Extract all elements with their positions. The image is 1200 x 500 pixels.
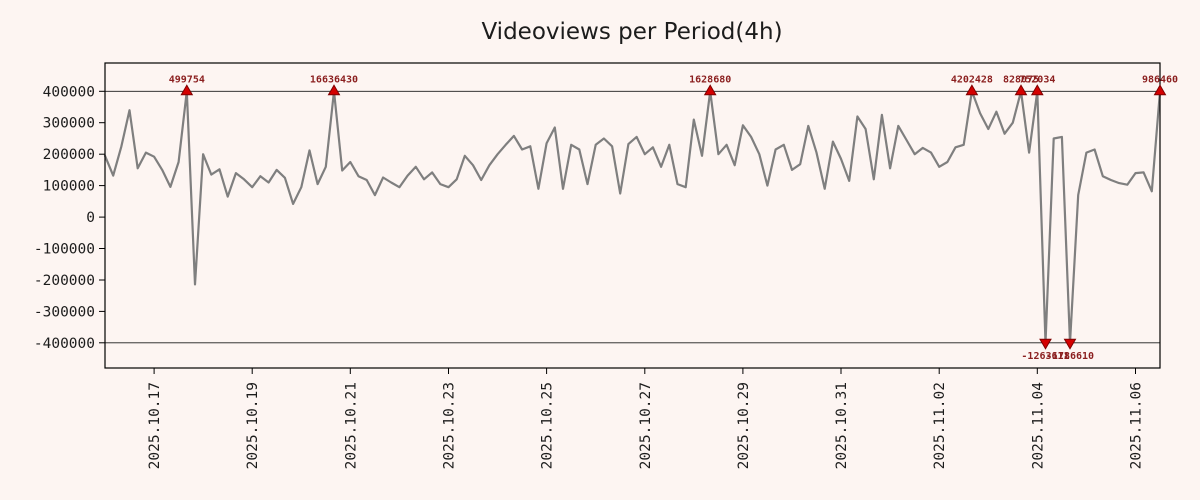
x-tick-label: 2025.10.17 <box>147 382 163 469</box>
x-tick-label: 2025.11.06 <box>1129 382 1145 469</box>
y-tick-label: -300000 <box>34 304 95 320</box>
x-tick-label: 2025.11.04 <box>1030 382 1046 470</box>
y-tick-label: -100000 <box>34 242 95 258</box>
spike-value-label: -1786610 <box>1046 351 1094 362</box>
spike-marker-up <box>327 84 341 96</box>
spike-value-label: -1263611 <box>1021 351 1069 362</box>
x-tick-label: 2025.10.23 <box>442 382 458 469</box>
x-tick-label: 2025.10.21 <box>343 382 359 469</box>
y-tick-label: -200000 <box>34 273 95 289</box>
spike-value-label: 499754 <box>169 74 205 85</box>
spike-value-label: 752034 <box>1019 74 1055 85</box>
spike-value-label: 986460 <box>1142 74 1178 85</box>
y-tick-label: 300000 <box>43 116 95 132</box>
spike-value-label: 4202428 <box>951 74 993 85</box>
x-tick-label: 2025.10.31 <box>834 382 850 469</box>
spike-marker-up <box>180 84 194 96</box>
x-tick-label: 2025.11.02 <box>932 382 948 469</box>
x-tick-label: 2025.10.27 <box>638 382 654 469</box>
spike-marker-down <box>1063 338 1077 350</box>
y-tick-label: 400000 <box>43 84 95 100</box>
y-tick-label: 0 <box>86 210 95 226</box>
y-tick-label: 200000 <box>43 147 95 163</box>
x-tick-label: 2025.10.29 <box>736 382 752 469</box>
spike-value-label: 16636430 <box>310 74 358 85</box>
spike-marker-up <box>965 84 979 96</box>
plot-frame <box>104 62 1161 369</box>
chart-title: Videoviews per Period(4h) <box>481 19 782 45</box>
spike-marker-up <box>703 84 717 96</box>
y-tick-label: 100000 <box>43 179 95 195</box>
spike-marker-up <box>1030 84 1044 96</box>
series-line <box>103 90 1162 344</box>
spike-marker-up <box>1153 84 1167 96</box>
x-tick-label: 2025.10.19 <box>245 382 261 469</box>
spike-value-label: 1628680 <box>689 74 731 85</box>
spike-marker-up <box>1014 84 1028 96</box>
spike-value-label: 828075 <box>1003 74 1039 85</box>
y-tick-label: -400000 <box>34 336 95 352</box>
x-tick-label: 2025.10.25 <box>540 382 556 469</box>
spike-marker-down <box>1039 338 1052 350</box>
